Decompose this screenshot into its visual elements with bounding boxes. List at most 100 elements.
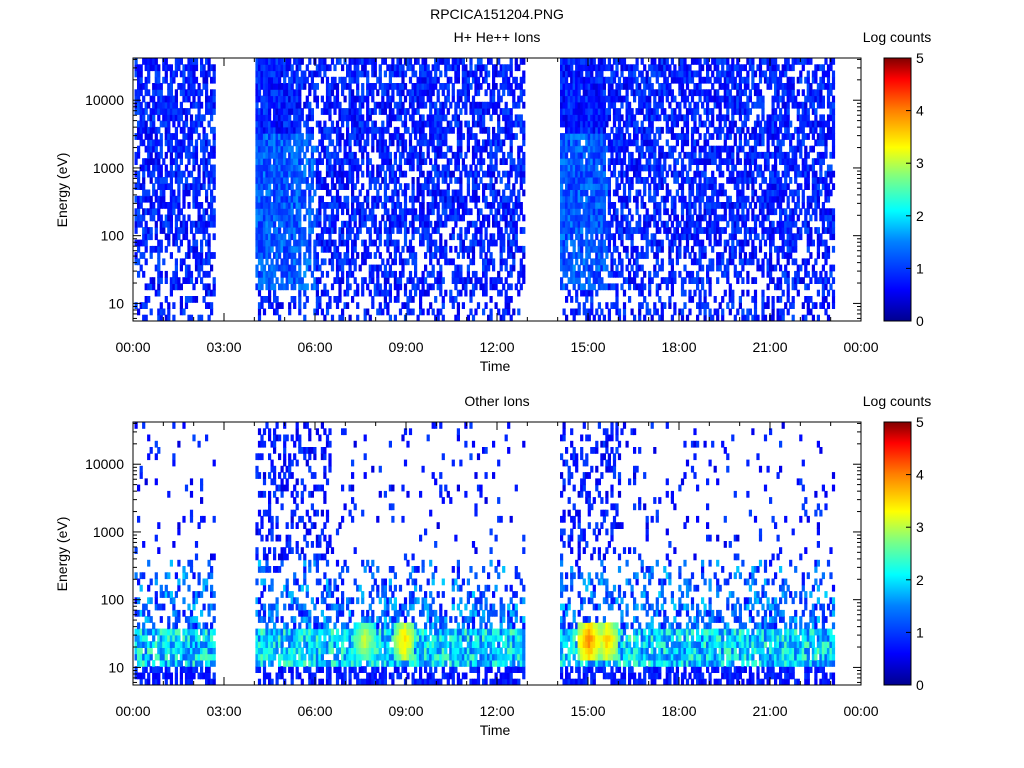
heatmap-cell bbox=[398, 133, 403, 140]
heatmap-cell bbox=[388, 83, 392, 90]
heatmap-cell bbox=[650, 145, 654, 153]
heatmap-cell bbox=[323, 227, 327, 234]
heatmap-cell bbox=[343, 239, 347, 247]
heatmap-cell bbox=[416, 277, 420, 284]
heatmap-cell bbox=[577, 151, 581, 159]
heatmap-cell bbox=[348, 114, 352, 122]
heatmap-cell bbox=[675, 189, 679, 197]
heatmap-cell bbox=[298, 245, 302, 253]
heatmap-cell bbox=[633, 70, 637, 78]
heatmap-cell bbox=[169, 164, 173, 172]
heatmap-cell bbox=[270, 258, 274, 266]
heatmap-cell bbox=[212, 101, 216, 109]
heatmap-cell bbox=[391, 133, 395, 140]
heatmap-cell bbox=[680, 145, 685, 153]
heatmap-cell bbox=[519, 177, 523, 184]
heatmap-cell bbox=[353, 151, 357, 159]
heatmap-cell bbox=[152, 145, 156, 153]
heatmap-cell bbox=[169, 114, 173, 122]
heatmap-cell bbox=[262, 208, 267, 216]
heatmap-cell bbox=[373, 202, 377, 209]
heatmap-cell bbox=[268, 95, 272, 103]
heatmap-cell bbox=[633, 158, 637, 165]
heatmap-cell bbox=[270, 83, 274, 90]
heatmap-cell bbox=[522, 164, 526, 172]
heatmap-cell bbox=[585, 239, 589, 247]
heatmap-cell bbox=[426, 189, 430, 197]
heatmap-cell bbox=[436, 120, 440, 128]
heatmap-cell bbox=[640, 76, 644, 84]
heatmap-cell bbox=[303, 289, 307, 297]
heatmap-cell bbox=[434, 126, 438, 134]
heatmap-cell bbox=[255, 158, 259, 165]
heatmap-cell bbox=[293, 195, 297, 203]
heatmap-cell bbox=[560, 227, 564, 234]
heatmap-cell bbox=[461, 202, 465, 209]
heatmap-cell bbox=[668, 258, 672, 266]
heatmap-cell bbox=[645, 239, 649, 247]
heatmap-cell bbox=[293, 258, 297, 266]
heatmap-cell bbox=[368, 233, 372, 241]
heatmap-cell bbox=[509, 189, 513, 197]
heatmap-cell bbox=[346, 258, 350, 266]
heatmap-cell bbox=[587, 126, 591, 134]
heatmap-cell bbox=[494, 189, 498, 197]
heatmap-cell bbox=[560, 202, 564, 209]
heatmap-cell bbox=[640, 120, 644, 128]
heatmap-cell bbox=[137, 126, 141, 134]
heatmap-cell bbox=[187, 189, 191, 197]
heatmap-cell bbox=[262, 277, 267, 284]
heatmap-cell bbox=[403, 302, 408, 309]
heatmap-cell bbox=[401, 70, 405, 78]
heatmap-cell bbox=[587, 183, 591, 190]
heatmap-cell bbox=[602, 239, 606, 247]
heatmap-cell bbox=[645, 83, 649, 90]
heatmap-cell bbox=[580, 70, 584, 78]
heatmap-cell bbox=[595, 277, 599, 284]
heatmap-cell bbox=[197, 252, 201, 259]
heatmap-cell bbox=[570, 258, 574, 266]
heatmap-cell bbox=[159, 314, 163, 322]
heatmap-cell bbox=[184, 220, 189, 228]
heatmap-cell bbox=[673, 76, 677, 84]
heatmap-cell bbox=[522, 177, 526, 184]
heatmap-cell bbox=[300, 239, 304, 247]
heatmap-cell bbox=[560, 145, 564, 153]
heatmap-cell bbox=[144, 208, 148, 216]
heatmap-cell bbox=[560, 264, 564, 272]
heatmap-cell bbox=[590, 302, 594, 309]
heatmap-cell bbox=[210, 145, 214, 153]
heatmap-cell bbox=[617, 95, 622, 103]
heatmap-cell bbox=[645, 208, 649, 216]
heatmap-cell bbox=[298, 183, 302, 190]
heatmap-cell bbox=[338, 252, 342, 259]
heatmap-cell bbox=[439, 308, 443, 316]
heatmap-cell bbox=[633, 245, 637, 253]
heatmap-cell bbox=[310, 83, 314, 90]
heatmap-cell bbox=[424, 252, 428, 259]
heatmap-cell bbox=[187, 83, 191, 90]
heatmap-cell bbox=[572, 252, 576, 259]
heatmap-cell bbox=[270, 233, 274, 241]
heatmap-cell bbox=[592, 120, 596, 128]
heatmap-cell bbox=[419, 64, 423, 72]
heatmap-cell bbox=[152, 208, 156, 216]
heatmap-cell bbox=[567, 195, 571, 203]
heatmap-cell bbox=[444, 245, 448, 253]
heatmap-cell bbox=[595, 164, 599, 172]
heatmap-cell bbox=[305, 95, 309, 103]
heatmap-cell bbox=[154, 139, 158, 147]
heatmap-cell bbox=[323, 245, 327, 253]
heatmap-cell bbox=[602, 76, 606, 84]
heatmap-cell bbox=[466, 183, 470, 190]
heatmap-cell bbox=[607, 89, 611, 97]
heatmap-cell bbox=[164, 70, 168, 78]
heatmap-cell bbox=[341, 208, 345, 216]
heatmap-cell bbox=[660, 239, 664, 247]
heatmap-cell bbox=[285, 170, 289, 178]
heatmap-cell bbox=[577, 264, 581, 272]
heatmap-cell bbox=[426, 89, 430, 97]
heatmap-cell bbox=[565, 89, 569, 97]
heatmap-cell bbox=[308, 208, 312, 216]
heatmap-cell bbox=[273, 308, 277, 316]
